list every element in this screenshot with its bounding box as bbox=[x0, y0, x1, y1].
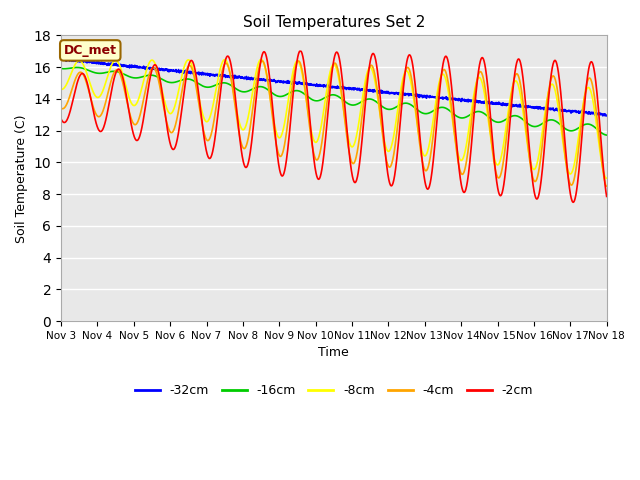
-8cm bbox=[570, 164, 578, 169]
-8cm bbox=[57, 86, 65, 92]
-32cm bbox=[57, 55, 65, 61]
-4cm bbox=[555, 96, 563, 101]
-2cm bbox=[603, 193, 611, 199]
-32cm bbox=[209, 72, 217, 77]
-4cm bbox=[259, 58, 266, 64]
Line: -16cm: -16cm bbox=[61, 68, 607, 135]
-4cm bbox=[602, 183, 610, 189]
-16cm bbox=[57, 66, 65, 72]
-16cm bbox=[555, 120, 563, 126]
-4cm bbox=[209, 122, 217, 128]
-4cm bbox=[350, 160, 358, 166]
-4cm bbox=[570, 178, 578, 183]
-2cm bbox=[493, 177, 500, 183]
-32cm bbox=[570, 108, 578, 114]
-32cm bbox=[555, 107, 563, 113]
-16cm bbox=[209, 83, 217, 89]
-2cm bbox=[362, 98, 369, 104]
-2cm bbox=[570, 199, 577, 205]
-4cm bbox=[603, 183, 611, 189]
Line: -2cm: -2cm bbox=[61, 51, 607, 202]
Legend: -32cm, -16cm, -8cm, -4cm, -2cm: -32cm, -16cm, -8cm, -4cm, -2cm bbox=[130, 379, 538, 402]
-2cm bbox=[555, 71, 563, 77]
Line: -4cm: -4cm bbox=[61, 61, 607, 186]
-2cm bbox=[296, 48, 303, 54]
Line: -32cm: -32cm bbox=[61, 58, 607, 116]
-8cm bbox=[555, 107, 563, 113]
Text: DC_met: DC_met bbox=[64, 44, 116, 57]
-32cm bbox=[58, 55, 66, 60]
-32cm bbox=[599, 113, 607, 119]
-8cm bbox=[350, 143, 358, 148]
-16cm bbox=[570, 128, 578, 133]
Line: -8cm: -8cm bbox=[61, 60, 607, 178]
-16cm bbox=[603, 132, 611, 138]
-32cm bbox=[603, 113, 611, 119]
Title: Soil Temperatures Set 2: Soil Temperatures Set 2 bbox=[243, 15, 425, 30]
-8cm bbox=[257, 57, 265, 62]
-8cm bbox=[602, 175, 610, 181]
-16cm bbox=[350, 102, 358, 108]
-8cm bbox=[362, 77, 369, 83]
-2cm bbox=[350, 178, 358, 184]
X-axis label: Time: Time bbox=[319, 347, 349, 360]
-32cm bbox=[362, 88, 369, 94]
-2cm bbox=[209, 146, 217, 152]
-4cm bbox=[493, 171, 500, 177]
-32cm bbox=[350, 85, 358, 91]
-8cm bbox=[209, 102, 217, 108]
-16cm bbox=[362, 97, 369, 103]
Y-axis label: Soil Temperature (C): Soil Temperature (C) bbox=[15, 114, 28, 242]
-2cm bbox=[570, 199, 578, 204]
-4cm bbox=[57, 105, 65, 111]
-8cm bbox=[493, 161, 500, 167]
-16cm bbox=[73, 65, 81, 71]
-2cm bbox=[57, 116, 65, 122]
-32cm bbox=[493, 101, 500, 107]
-16cm bbox=[493, 119, 500, 125]
-4cm bbox=[362, 84, 369, 90]
-8cm bbox=[603, 175, 611, 181]
